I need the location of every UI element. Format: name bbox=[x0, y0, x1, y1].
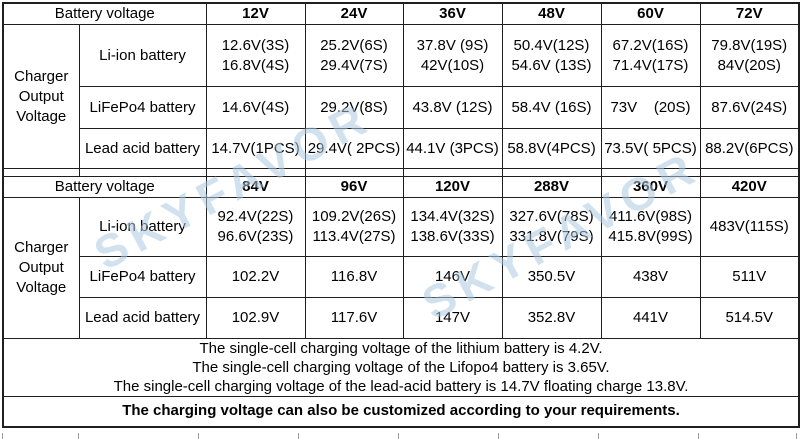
single-cell-notes: The single-cell charging voltage of the … bbox=[2, 338, 800, 397]
voltage-header-420v: 420V bbox=[699, 176, 800, 198]
voltage-cell: 67.2V(16S) 71.4V(17S) bbox=[600, 24, 701, 87]
spacer-cell bbox=[600, 168, 701, 177]
voltage-header-48v: 48V bbox=[501, 2, 602, 25]
charger-output-voltage-label: Charger Output Voltage bbox=[2, 197, 80, 339]
cutoff-row-border-stubs bbox=[0, 432, 800, 439]
voltage-cell: 58.8V(4PCS) bbox=[501, 128, 602, 169]
table1-liion-row: Charger Output Voltage Li-ion battery 12… bbox=[2, 24, 800, 169]
spacer-cell bbox=[2, 168, 80, 177]
voltage-cell: 12.6V(3S) 16.8V(4S) bbox=[205, 24, 306, 87]
voltage-header-120v: 120V bbox=[402, 176, 503, 198]
spacer-cell bbox=[501, 168, 602, 177]
table2-liion-row: Charger Output Voltage Li-ion battery 92… bbox=[2, 197, 800, 339]
table2-lifepo4-row: LiFePo4 battery 102.2V 116.8V 146V 350.5… bbox=[3, 256, 800, 298]
battery-type-label: LiFePo4 battery bbox=[78, 86, 207, 129]
voltage-cell: 58.4V (16S) bbox=[501, 86, 602, 129]
spacer-cell bbox=[205, 168, 306, 177]
battery-voltage-header: Battery voltage bbox=[2, 176, 207, 198]
custom-voltage-note: The charging voltage can also be customi… bbox=[2, 396, 800, 427]
table2-header-row: Battery voltage 84V 96V 120V 288V 360V 4… bbox=[2, 176, 800, 198]
table-spacer-row bbox=[2, 168, 800, 177]
voltage-cell: 109.2V(26S) 113.4V(27S) bbox=[304, 197, 404, 257]
spacer-cell bbox=[304, 168, 404, 177]
voltage-cell: 79.8V(19S) 84V(20S) bbox=[699, 24, 800, 87]
voltage-cell: 50.4V(12S) 54.6V (13S) bbox=[501, 24, 602, 87]
voltage-header-36v: 36V bbox=[402, 2, 503, 25]
voltage-cell: 411.6V(98S) 415.8V(99S) bbox=[600, 197, 701, 257]
note-lithium: The single-cell charging voltage of the … bbox=[199, 340, 603, 357]
voltage-cell: 327.6V(78S) 331.8V(79S) bbox=[501, 197, 602, 257]
battery-type-label: LiFePo4 battery bbox=[78, 256, 207, 298]
voltage-header-360v: 360V bbox=[600, 176, 701, 198]
voltage-cell: 87.6V(24S) bbox=[699, 86, 800, 129]
voltage-cell: 92.4V(22S) 96.6V(23S) bbox=[205, 197, 306, 257]
voltage-cell: 29.4V( 2PCS) bbox=[304, 128, 404, 169]
voltage-header-96v: 96V bbox=[304, 176, 404, 198]
voltage-cell: 350.5V bbox=[501, 256, 602, 298]
voltage-cell: 147V bbox=[402, 297, 503, 339]
battery-type-label: Li-ion battery bbox=[78, 197, 207, 257]
table2-leadacid-row: Lead acid battery 102.9V 117.6V 147V 352… bbox=[3, 297, 800, 339]
voltage-cell: 37.8V (9S) 42V(10S) bbox=[402, 24, 503, 87]
notes-row: The single-cell charging voltage of the … bbox=[2, 338, 800, 397]
voltage-header-72v: 72V bbox=[699, 2, 800, 25]
voltage-cell: 116.8V bbox=[304, 256, 404, 298]
voltage-cell: 511V bbox=[699, 256, 800, 298]
voltage-cell: 441V bbox=[600, 297, 701, 339]
voltage-cell: 352.8V bbox=[501, 297, 602, 339]
spacer-cell bbox=[402, 168, 503, 177]
voltage-cell: 43.8V (12S) bbox=[402, 86, 503, 129]
voltage-cell: 73V (20S) bbox=[600, 86, 701, 129]
charger-output-voltage-label: Charger Output Voltage bbox=[2, 24, 80, 169]
battery-voltage-header: Battery voltage bbox=[2, 2, 207, 25]
voltage-cell: 134.4V(32S) 138.6V(33S) bbox=[402, 197, 503, 257]
table1-lifepo4-row: LiFePo4 battery 14.6V(4S) 29.2V(8S) 43.8… bbox=[3, 86, 800, 129]
voltage-cell: 14.7V(1PCS) bbox=[205, 128, 306, 169]
spacer-cell bbox=[699, 168, 800, 177]
battery-type-label: Lead acid battery bbox=[78, 128, 207, 169]
custom-voltage-row: The charging voltage can also be customi… bbox=[2, 396, 800, 427]
voltage-cell: 73.5V( 5PCS) bbox=[600, 128, 701, 169]
spacer-cell bbox=[78, 168, 207, 177]
voltage-cell: 44.1V (3PCS) bbox=[402, 128, 503, 169]
voltage-cell: 438V bbox=[600, 256, 701, 298]
voltage-header-288v: 288V bbox=[501, 176, 602, 198]
table1-header-row: Battery voltage 12V 24V 36V 48V 60V 72V bbox=[2, 2, 800, 25]
battery-type-label: Li-ion battery bbox=[78, 24, 207, 87]
voltage-cell: 25.2V(6S) 29.4V(7S) bbox=[304, 24, 404, 87]
voltage-cell: 146V bbox=[402, 256, 503, 298]
charger-output-voltage-table: Battery voltage 12V 24V 36V 48V 60V 72V … bbox=[2, 2, 800, 428]
voltage-header-24v: 24V bbox=[304, 2, 404, 25]
note-lifepo4: The single-cell charging voltage of the … bbox=[192, 359, 610, 376]
voltage-cell: 514.5V bbox=[699, 297, 800, 339]
table1-leadacid-row: Lead acid battery 14.7V(1PCS) 29.4V( 2PC… bbox=[3, 128, 800, 169]
voltage-cell: 88.2V(6PCS) bbox=[699, 128, 800, 169]
voltage-cell: 102.9V bbox=[205, 297, 306, 339]
voltage-cell: 102.2V bbox=[205, 256, 306, 298]
voltage-cell: 117.6V bbox=[304, 297, 404, 339]
note-leadacid: The single-cell charging voltage of the … bbox=[113, 378, 689, 395]
voltage-header-60v: 60V bbox=[600, 2, 701, 25]
voltage-header-84v: 84V bbox=[205, 176, 306, 198]
battery-type-label: Lead acid battery bbox=[78, 297, 207, 339]
voltage-cell: 483V(115S) bbox=[699, 197, 800, 257]
voltage-header-12v: 12V bbox=[205, 2, 306, 25]
voltage-cell: 29.2V(8S) bbox=[304, 86, 404, 129]
voltage-cell: 14.6V(4S) bbox=[205, 86, 306, 129]
